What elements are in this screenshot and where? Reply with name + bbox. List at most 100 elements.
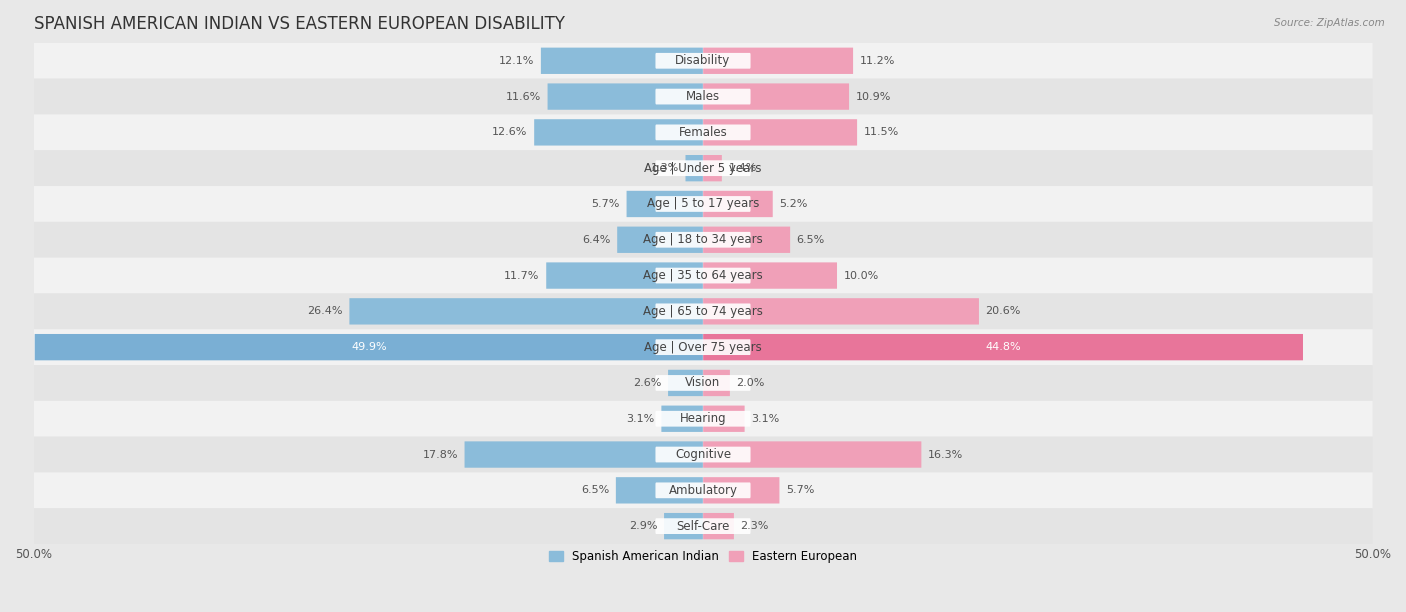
Text: SPANISH AMERICAN INDIAN VS EASTERN EUROPEAN DISABILITY: SPANISH AMERICAN INDIAN VS EASTERN EUROP…: [34, 15, 564, 33]
Text: 20.6%: 20.6%: [986, 307, 1021, 316]
FancyBboxPatch shape: [34, 151, 1372, 186]
Text: 17.8%: 17.8%: [422, 450, 458, 460]
FancyBboxPatch shape: [655, 411, 751, 427]
FancyBboxPatch shape: [655, 89, 751, 105]
FancyBboxPatch shape: [350, 298, 703, 324]
FancyBboxPatch shape: [655, 124, 751, 140]
FancyBboxPatch shape: [655, 482, 751, 498]
Text: 26.4%: 26.4%: [308, 307, 343, 316]
Text: 6.4%: 6.4%: [582, 235, 610, 245]
FancyBboxPatch shape: [616, 477, 703, 504]
Text: 44.8%: 44.8%: [986, 342, 1021, 352]
Text: Age | Under 5 years: Age | Under 5 years: [644, 162, 762, 174]
Text: 11.6%: 11.6%: [506, 92, 541, 102]
FancyBboxPatch shape: [703, 191, 773, 217]
Text: 3.1%: 3.1%: [751, 414, 779, 424]
Text: 5.7%: 5.7%: [786, 485, 814, 495]
FancyBboxPatch shape: [655, 232, 751, 248]
Text: 2.6%: 2.6%: [633, 378, 661, 388]
FancyBboxPatch shape: [655, 304, 751, 319]
FancyBboxPatch shape: [703, 298, 979, 324]
Text: Vision: Vision: [685, 376, 721, 389]
FancyBboxPatch shape: [617, 226, 703, 253]
FancyBboxPatch shape: [664, 513, 703, 539]
Text: 1.4%: 1.4%: [728, 163, 756, 173]
FancyBboxPatch shape: [655, 518, 751, 534]
FancyBboxPatch shape: [703, 263, 837, 289]
Text: 2.9%: 2.9%: [628, 521, 658, 531]
Text: Females: Females: [679, 126, 727, 139]
FancyBboxPatch shape: [655, 267, 751, 283]
FancyBboxPatch shape: [703, 48, 853, 74]
Text: Males: Males: [686, 90, 720, 103]
Text: 3.1%: 3.1%: [627, 414, 655, 424]
FancyBboxPatch shape: [703, 513, 734, 539]
Text: 12.6%: 12.6%: [492, 127, 527, 137]
Text: 1.3%: 1.3%: [651, 163, 679, 173]
FancyBboxPatch shape: [34, 43, 1372, 79]
FancyBboxPatch shape: [464, 441, 703, 468]
Text: 49.9%: 49.9%: [352, 342, 387, 352]
FancyBboxPatch shape: [655, 447, 751, 463]
FancyBboxPatch shape: [703, 370, 730, 396]
FancyBboxPatch shape: [703, 119, 858, 146]
FancyBboxPatch shape: [34, 401, 1372, 436]
FancyBboxPatch shape: [703, 334, 1303, 360]
Text: Age | Over 75 years: Age | Over 75 years: [644, 341, 762, 354]
Text: 10.0%: 10.0%: [844, 271, 879, 280]
Text: Ambulatory: Ambulatory: [668, 484, 738, 497]
Text: Age | 35 to 64 years: Age | 35 to 64 years: [643, 269, 763, 282]
FancyBboxPatch shape: [34, 329, 1372, 365]
Text: 11.5%: 11.5%: [863, 127, 898, 137]
FancyBboxPatch shape: [34, 186, 1372, 222]
FancyBboxPatch shape: [703, 477, 779, 504]
Text: Age | 65 to 74 years: Age | 65 to 74 years: [643, 305, 763, 318]
Text: 2.3%: 2.3%: [741, 521, 769, 531]
FancyBboxPatch shape: [703, 155, 721, 181]
FancyBboxPatch shape: [534, 119, 703, 146]
Text: Self-Care: Self-Care: [676, 520, 730, 532]
FancyBboxPatch shape: [703, 83, 849, 110]
FancyBboxPatch shape: [34, 222, 1372, 258]
Text: 10.9%: 10.9%: [856, 92, 891, 102]
Text: Hearing: Hearing: [679, 412, 727, 425]
FancyBboxPatch shape: [668, 370, 703, 396]
Text: 12.1%: 12.1%: [499, 56, 534, 65]
Text: 5.7%: 5.7%: [592, 199, 620, 209]
FancyBboxPatch shape: [34, 114, 1372, 151]
FancyBboxPatch shape: [655, 160, 751, 176]
Legend: Spanish American Indian, Eastern European: Spanish American Indian, Eastern Europea…: [544, 546, 862, 568]
FancyBboxPatch shape: [34, 472, 1372, 508]
Text: Age | 5 to 17 years: Age | 5 to 17 years: [647, 198, 759, 211]
FancyBboxPatch shape: [703, 406, 745, 432]
Text: 6.5%: 6.5%: [581, 485, 609, 495]
Text: 16.3%: 16.3%: [928, 450, 963, 460]
FancyBboxPatch shape: [34, 294, 1372, 329]
FancyBboxPatch shape: [661, 406, 703, 432]
FancyBboxPatch shape: [655, 339, 751, 355]
Text: 11.7%: 11.7%: [505, 271, 540, 280]
FancyBboxPatch shape: [35, 334, 703, 360]
FancyBboxPatch shape: [34, 436, 1372, 472]
FancyBboxPatch shape: [34, 258, 1372, 294]
FancyBboxPatch shape: [34, 79, 1372, 114]
FancyBboxPatch shape: [541, 48, 703, 74]
FancyBboxPatch shape: [655, 375, 751, 391]
Text: Disability: Disability: [675, 54, 731, 67]
Text: 6.5%: 6.5%: [797, 235, 825, 245]
FancyBboxPatch shape: [34, 508, 1372, 544]
Text: 2.0%: 2.0%: [737, 378, 765, 388]
FancyBboxPatch shape: [686, 155, 703, 181]
FancyBboxPatch shape: [703, 226, 790, 253]
FancyBboxPatch shape: [655, 196, 751, 212]
Text: 11.2%: 11.2%: [859, 56, 896, 65]
FancyBboxPatch shape: [547, 83, 703, 110]
FancyBboxPatch shape: [655, 53, 751, 69]
FancyBboxPatch shape: [627, 191, 703, 217]
FancyBboxPatch shape: [34, 365, 1372, 401]
FancyBboxPatch shape: [703, 441, 921, 468]
Text: 5.2%: 5.2%: [779, 199, 807, 209]
FancyBboxPatch shape: [546, 263, 703, 289]
Text: Source: ZipAtlas.com: Source: ZipAtlas.com: [1274, 18, 1385, 28]
Text: Age | 18 to 34 years: Age | 18 to 34 years: [643, 233, 763, 246]
